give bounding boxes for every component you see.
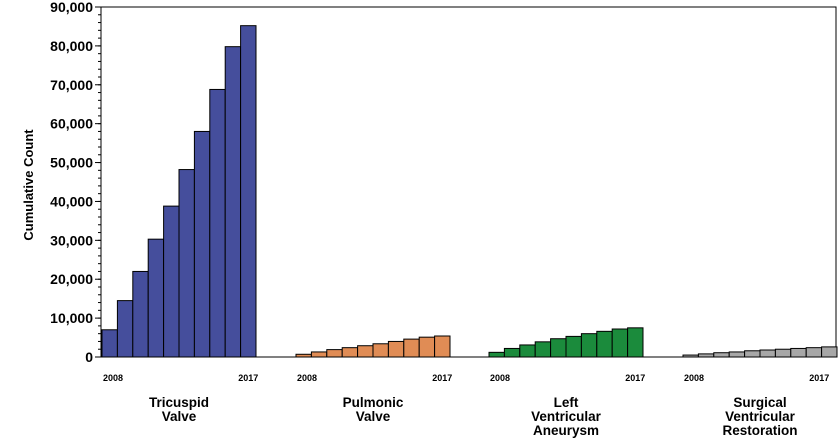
group-label-line: Pulmonic [343, 395, 404, 410]
y-tick-label: 90,000 [50, 0, 93, 15]
bar-surgical-ventricular-restoration-2017 [821, 346, 838, 358]
bar-tricuspid-valve-2010 [132, 270, 149, 358]
y-tick-label: 20,000 [50, 271, 93, 287]
bar-surgical-ventricular-restoration-2015 [790, 347, 807, 358]
plot-frame [100, 6, 837, 358]
y-tick-label: 70,000 [50, 77, 93, 93]
bar-pulmonic-valve-2013 [372, 343, 389, 358]
bar-left-ventricular-aneurysm-2017 [627, 327, 644, 358]
bar-surgical-ventricular-restoration-2010 [713, 352, 730, 358]
y-tick-label: 50,000 [50, 155, 93, 171]
year-label-last: 2017 [625, 373, 645, 383]
bar-pulmonic-valve-2017 [434, 335, 451, 358]
bar-left-ventricular-aneurysm-2009 [503, 347, 521, 358]
group-label-line: Tricuspid [149, 395, 209, 410]
year-label-first: 2008 [297, 373, 317, 383]
bar-surgical-ventricular-restoration-2009 [697, 353, 715, 358]
year-label-first: 2008 [684, 373, 704, 383]
group-label-line: Ventricular [725, 409, 796, 424]
group-label-line: Aneurysm [533, 423, 599, 438]
group-label-line: Valve [162, 409, 197, 424]
bar-surgical-ventricular-restoration-2012 [744, 350, 761, 358]
bar-pulmonic-valve-2008 [295, 353, 312, 358]
bar-pulmonic-valve-2012 [357, 345, 374, 358]
y-tick-label: 60,000 [50, 116, 93, 132]
bar-pulmonic-valve-2014 [387, 340, 405, 358]
bar-surgical-ventricular-restoration-2008 [682, 354, 699, 358]
bar-tricuspid-valve-2012 [163, 205, 180, 358]
bar-surgical-ventricular-restoration-2016 [805, 347, 823, 358]
bars [101, 25, 838, 358]
bar-left-ventricular-aneurysm-2013 [565, 335, 582, 358]
year-label-first: 2008 [490, 373, 510, 383]
year-label-first: 2008 [103, 373, 123, 383]
bar-pulmonic-valve-2011 [341, 347, 359, 358]
bar-tricuspid-valve-2011 [147, 238, 165, 358]
bar-left-ventricular-aneurysm-2011 [534, 341, 552, 358]
bar-pulmonic-valve-2010 [326, 349, 343, 358]
group-label-line: Restoration [722, 423, 797, 438]
group-label-line: Surgical [733, 395, 786, 410]
group-label-line: Valve [356, 409, 391, 424]
group-label-line: Left [554, 395, 579, 410]
year-label-last: 2017 [809, 373, 829, 383]
year-label-last: 2017 [238, 373, 258, 383]
year-label-last: 2017 [432, 373, 452, 383]
bar-tricuspid-valve-2013 [178, 169, 195, 358]
bar-left-ventricular-aneurysm-2008 [488, 351, 505, 358]
group-label-line: Ventricular [531, 409, 602, 424]
bar-tricuspid-valve-2009 [116, 300, 134, 358]
bar-left-ventricular-aneurysm-2015 [596, 330, 613, 358]
bar-surgical-ventricular-restoration-2011 [728, 351, 746, 358]
bar-tricuspid-valve-2017 [240, 25, 257, 358]
y-tick-label: 40,000 [50, 193, 93, 209]
y-tick-label: 30,000 [50, 232, 93, 248]
bar-tricuspid-valve-2015 [209, 88, 226, 358]
bar-pulmonic-valve-2016 [418, 336, 436, 358]
bar-tricuspid-valve-2016 [224, 46, 242, 358]
y-tick-label: 0 [85, 349, 93, 365]
bar-tricuspid-valve-2014 [193, 130, 211, 358]
y-tick-label: 80,000 [50, 38, 93, 54]
bar-pulmonic-valve-2015 [403, 338, 420, 358]
y-axis: 0 10,000 20,000 30,000 40,000 50,000 60,000 70,… [50, 0, 837, 365]
bar-left-ventricular-aneurysm-2010 [519, 344, 536, 358]
bar-surgical-ventricular-restoration-2014 [774, 348, 792, 358]
bar-left-ventricular-aneurysm-2016 [611, 328, 629, 358]
bar-tricuspid-valve-2008 [101, 329, 118, 358]
bar-pulmonic-valve-2009 [310, 351, 328, 358]
y-axis-title: Cumulative Count [21, 129, 36, 241]
bar-left-ventricular-aneurysm-2014 [580, 333, 598, 358]
bar-surgical-ventricular-restoration-2013 [759, 349, 776, 358]
bar-left-ventricular-aneurysm-2012 [550, 338, 567, 358]
y-tick-label: 10,000 [50, 310, 93, 326]
